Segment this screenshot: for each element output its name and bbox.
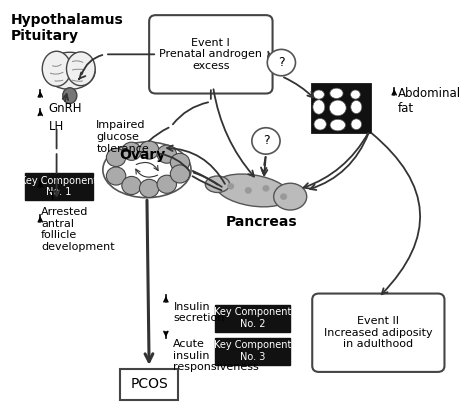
Text: Acute
insulin
responsiveness: Acute insulin responsiveness <box>173 339 259 372</box>
Circle shape <box>245 187 252 194</box>
Circle shape <box>122 176 141 194</box>
Ellipse shape <box>103 142 191 198</box>
Text: Key Component
No. 3: Key Component No. 3 <box>214 341 292 362</box>
Text: Impaired
glucose
tolerance: Impaired glucose tolerance <box>96 120 149 153</box>
Ellipse shape <box>329 100 346 116</box>
FancyArrowPatch shape <box>303 133 368 189</box>
Ellipse shape <box>42 51 71 86</box>
Circle shape <box>252 128 280 154</box>
Ellipse shape <box>66 52 95 86</box>
Text: Abdominal
fat: Abdominal fat <box>398 87 461 115</box>
FancyArrowPatch shape <box>38 183 42 187</box>
FancyArrowPatch shape <box>213 89 254 176</box>
Text: Key Component
No. 1: Key Component No. 1 <box>20 176 98 197</box>
FancyArrowPatch shape <box>194 173 218 185</box>
FancyArrowPatch shape <box>167 145 225 184</box>
Ellipse shape <box>313 90 324 99</box>
FancyArrowPatch shape <box>392 91 396 95</box>
FancyArrowPatch shape <box>136 163 158 171</box>
FancyArrowPatch shape <box>193 171 222 187</box>
Circle shape <box>170 165 190 183</box>
Ellipse shape <box>313 100 325 114</box>
FancyArrowPatch shape <box>164 331 168 335</box>
FancyArrowPatch shape <box>149 127 169 141</box>
Circle shape <box>106 148 126 166</box>
FancyArrowPatch shape <box>270 55 279 60</box>
FancyBboxPatch shape <box>312 293 445 372</box>
Circle shape <box>106 167 126 185</box>
FancyArrowPatch shape <box>38 218 42 222</box>
FancyArrowPatch shape <box>261 168 266 173</box>
Ellipse shape <box>216 174 290 207</box>
FancyArrowPatch shape <box>54 179 59 196</box>
FancyArrowPatch shape <box>55 80 63 81</box>
Circle shape <box>280 194 287 200</box>
Text: Event I
Prenatal androgen
excess: Event I Prenatal androgen excess <box>159 38 262 71</box>
FancyArrowPatch shape <box>372 133 420 294</box>
Bar <box>120 369 178 400</box>
FancyArrowPatch shape <box>268 56 269 57</box>
FancyArrowPatch shape <box>268 52 273 60</box>
Text: Ovary: Ovary <box>119 148 165 162</box>
FancyArrowPatch shape <box>145 200 153 362</box>
Circle shape <box>122 142 141 161</box>
Circle shape <box>267 49 295 76</box>
FancyArrowPatch shape <box>264 157 265 165</box>
Ellipse shape <box>314 118 326 130</box>
Text: T: T <box>49 191 56 204</box>
Text: LH: LH <box>49 120 64 133</box>
Text: GnRH: GnRH <box>49 102 82 115</box>
Bar <box>215 338 290 364</box>
Ellipse shape <box>63 88 77 103</box>
Circle shape <box>139 179 159 197</box>
Ellipse shape <box>273 183 307 210</box>
FancyArrowPatch shape <box>192 176 221 190</box>
FancyArrowPatch shape <box>284 77 313 97</box>
Text: Hypothalamus
Pituitary: Hypothalamus Pituitary <box>11 13 124 43</box>
Text: ?: ? <box>278 56 285 69</box>
FancyArrowPatch shape <box>50 72 63 74</box>
Ellipse shape <box>351 119 362 130</box>
FancyArrowPatch shape <box>262 157 267 175</box>
FancyArrowPatch shape <box>73 61 83 62</box>
FancyArrowPatch shape <box>310 133 369 190</box>
Circle shape <box>263 185 270 192</box>
Ellipse shape <box>205 176 229 193</box>
Bar <box>25 173 93 200</box>
Text: Key Component
No. 2: Key Component No. 2 <box>214 308 292 329</box>
Text: Pancreas: Pancreas <box>226 215 297 229</box>
Text: PCOS: PCOS <box>130 377 168 391</box>
Ellipse shape <box>330 119 346 131</box>
FancyArrowPatch shape <box>173 102 208 124</box>
FancyArrowPatch shape <box>79 72 85 79</box>
FancyArrowPatch shape <box>73 69 85 70</box>
Ellipse shape <box>330 88 343 99</box>
FancyArrowPatch shape <box>73 80 82 82</box>
FancyBboxPatch shape <box>149 15 273 94</box>
FancyArrowPatch shape <box>38 112 42 115</box>
Text: Insulin
secretion: Insulin secretion <box>173 302 225 324</box>
Bar <box>215 305 290 332</box>
Text: Arrested
antral
follicle
development: Arrested antral follicle development <box>41 207 115 252</box>
Ellipse shape <box>351 90 360 99</box>
Ellipse shape <box>351 100 362 114</box>
Ellipse shape <box>45 52 95 89</box>
Circle shape <box>157 145 176 163</box>
FancyArrowPatch shape <box>136 169 158 177</box>
Circle shape <box>157 175 176 194</box>
Circle shape <box>139 141 159 159</box>
Text: ?: ? <box>263 135 269 148</box>
Circle shape <box>227 183 234 190</box>
FancyArrowPatch shape <box>38 93 42 97</box>
FancyArrowPatch shape <box>53 64 61 66</box>
FancyArrowPatch shape <box>82 55 102 74</box>
FancyArrowPatch shape <box>63 94 68 101</box>
Bar <box>312 84 370 132</box>
Text: Event II
Increased adiposity
in adulthood: Event II Increased adiposity in adulthoo… <box>324 316 433 349</box>
Circle shape <box>170 153 190 171</box>
FancyArrowPatch shape <box>164 298 168 302</box>
FancyArrowPatch shape <box>161 154 189 171</box>
